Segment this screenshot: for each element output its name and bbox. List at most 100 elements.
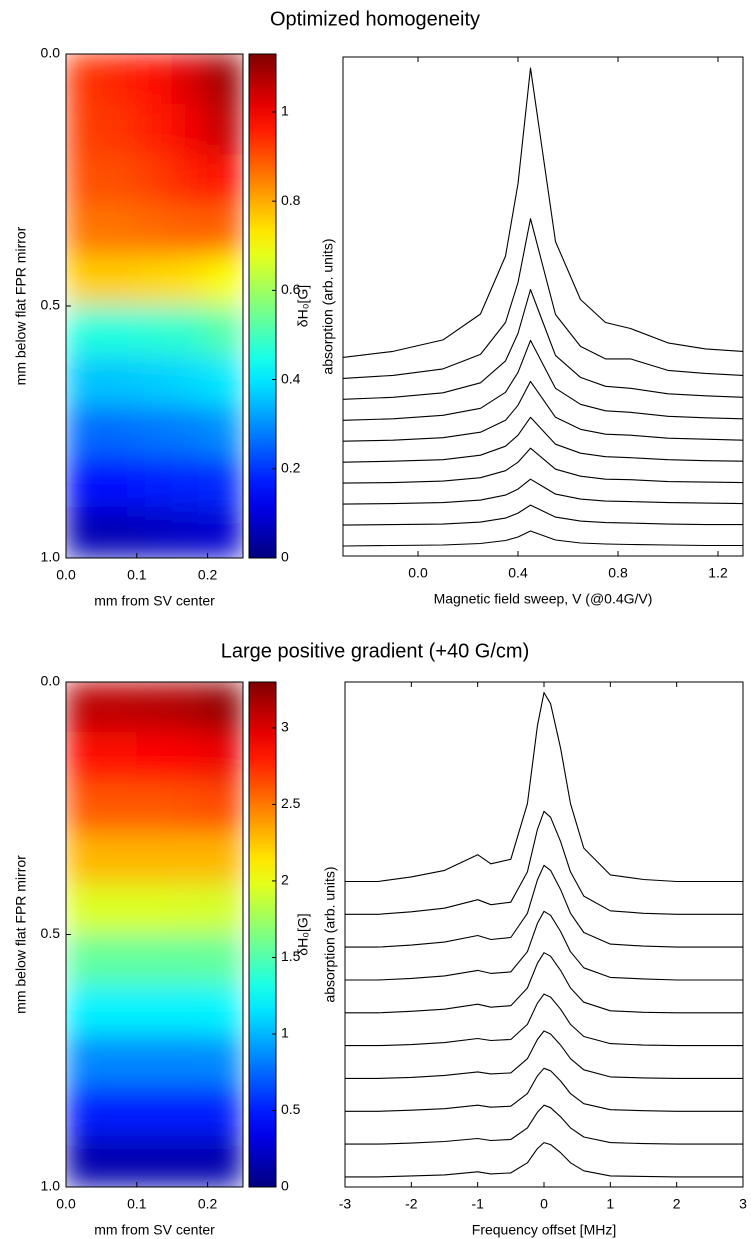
heatmap-cell: [207, 782, 243, 834]
x-tick-label: 0.2: [198, 1196, 218, 1212]
spectrum-line: [342, 447, 744, 484]
x-tick-label: 0.2: [198, 567, 218, 583]
heatmap-cell: [100, 507, 138, 558]
heatmap-cell: [207, 406, 243, 458]
heatmap-cell: [207, 1136, 243, 1187]
heatmap-cell: [171, 255, 209, 307]
spectrum-line: [345, 993, 743, 1047]
spectrum-line: [342, 218, 744, 379]
title: Large positive gradient (+40 G/cm): [221, 640, 530, 662]
x-tick-label: 1: [606, 1196, 614, 1212]
heatmap-cell: [100, 833, 138, 885]
spectrum-line: [345, 910, 743, 981]
heatmap-cell: [207, 305, 243, 357]
heatmap-cell: [136, 204, 173, 257]
x-tick-label: 0.0: [408, 565, 428, 581]
heatmap-cell: [136, 54, 173, 105]
heatmap-cell: [136, 507, 173, 558]
spectrum-line: [342, 288, 744, 400]
y-tick-label: 1.0: [41, 1178, 61, 1194]
heatmap-cell: [171, 1035, 209, 1087]
heatmap-cell: [66, 682, 102, 733]
heatmap-cell: [66, 103, 102, 156]
heatmap-cell: [136, 732, 173, 784]
heatmap-cell: [136, 934, 173, 986]
heatmap-cell: [100, 732, 138, 784]
colorbar: [249, 54, 276, 558]
colorbar-tick-label: 2.5: [281, 795, 301, 811]
x-tick-label: 0.1: [127, 1196, 147, 1212]
heatmap-cell: [66, 883, 102, 935]
heatmap-cell: [171, 305, 209, 357]
heatmap-cell: [171, 507, 209, 558]
heatmap-cell: [100, 1085, 138, 1137]
heatmap-cell: [100, 782, 138, 834]
heatmap-cell: [171, 1136, 209, 1187]
heatmap-cell: [207, 934, 243, 986]
heatmap-cells: [66, 54, 243, 558]
heatmap-cell: [207, 103, 243, 156]
heatmap-cell: [100, 255, 138, 307]
colorbar-frame: [248, 53, 277, 559]
heatmap-cell: [207, 1035, 243, 1087]
heatmap-cell: [207, 456, 243, 509]
colorbar-frame: [248, 681, 277, 1188]
heatmap-cell: [207, 833, 243, 885]
heatmap-cell: [136, 883, 173, 935]
colorbar-tick-label: 0.6: [281, 281, 301, 297]
heatmap-cell: [100, 54, 138, 105]
x-tick-label: 0.4: [508, 565, 528, 581]
x-tick-label: 0.8: [608, 565, 628, 581]
colorbar-tick-label: 0.8: [281, 192, 301, 208]
y-axis-label: mm below flat FPR mirror: [13, 226, 29, 385]
heatmap-cell: [66, 833, 102, 885]
y-tick-label: 0.0: [41, 673, 61, 689]
heatmap-cell: [100, 984, 138, 1036]
spectrum-line: [345, 1030, 743, 1079]
heatmap-cell: [136, 1085, 173, 1137]
heatmap-cell: [66, 255, 102, 307]
heatmap: [66, 54, 243, 558]
heatmap-cell: [171, 406, 209, 458]
x-tick-label: 3: [739, 1196, 747, 1212]
heatmap-cell: [207, 255, 243, 307]
heatmap-cell: [207, 984, 243, 1036]
x-tick-label: -1: [471, 1196, 484, 1212]
heatmap-cell: [100, 1136, 138, 1187]
heatmap-cell: [171, 456, 209, 509]
heatmap-cell: [207, 732, 243, 784]
colorbar-tick-label: 1: [281, 103, 289, 119]
x-axis-label: mm from SV center: [94, 593, 215, 609]
x-axis-label: Frequency offset [MHz]: [472, 1222, 616, 1238]
title: Optimized homogeneity: [270, 8, 480, 30]
colorbar-tick-label: 1: [281, 1025, 289, 1041]
heatmap-cell: [171, 984, 209, 1036]
heatmap-cell: [100, 883, 138, 935]
spectrum-line: [342, 478, 744, 505]
heatmap-cell: [66, 934, 102, 986]
heatmap-cell: [207, 204, 243, 257]
heatmap-cell: [136, 406, 173, 458]
heatmap-cell: [136, 305, 173, 357]
heatmap-cell: [66, 1136, 102, 1187]
heatmap-cell: [100, 204, 138, 257]
x-tick-label: 1.2: [708, 565, 728, 581]
colorbar-tick-label: 0: [281, 1178, 289, 1194]
colorbar-tick-label: 0.4: [281, 370, 301, 386]
heatmap-cell: [66, 507, 102, 558]
heatmap-cells: [66, 682, 243, 1187]
x-tick-label: 0.0: [56, 567, 76, 583]
spectrum-line: [342, 504, 743, 526]
heatmap-cell: [100, 456, 138, 509]
spectrum-line: [345, 692, 743, 883]
x-tick-label: -2: [405, 1196, 418, 1212]
colorbar-tick-label: 0.5: [281, 1101, 301, 1117]
heatmap-cell: [171, 934, 209, 986]
heatmap-cell: [66, 782, 102, 834]
x-tick-label: -3: [339, 1196, 352, 1212]
heatmap-cell: [66, 204, 102, 257]
heatmap-cell: [66, 355, 102, 408]
heatmap-cell: [136, 154, 173, 206]
spectrum-line: [342, 380, 744, 442]
heatmap-cell: [66, 732, 102, 784]
